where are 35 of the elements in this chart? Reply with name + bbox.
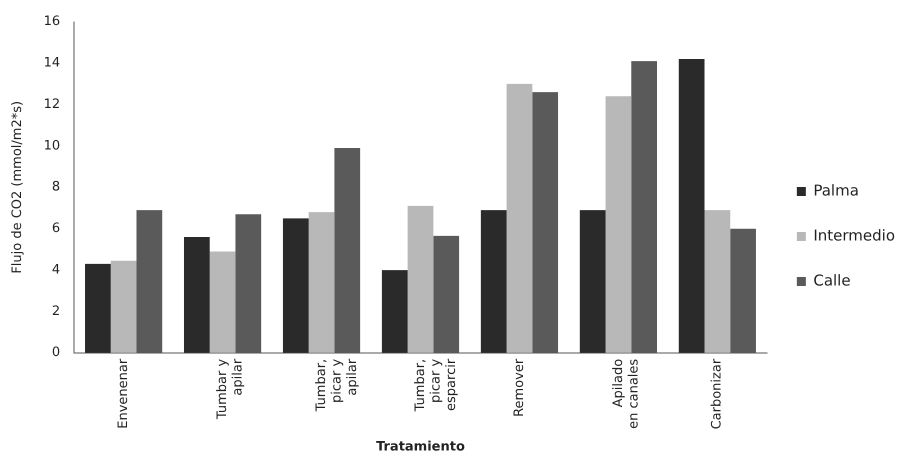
bar [480,210,507,353]
x-tick-label: Tumbar, picar y esparcir [412,358,460,412]
y-axis-title: Flujo de CO2 (mmol/m2*s) [10,100,26,274]
y-tick-label: 8 [52,180,60,195]
x-tick-label: Tumbar, picar y apilar [314,358,360,412]
y-tick-label: 0 [52,345,60,360]
y-tick-label: 6 [52,221,60,236]
bar [506,84,532,353]
bar [606,96,632,353]
bar [308,212,334,353]
legend-label: Palma [813,181,859,200]
bar [678,59,705,353]
bar [382,270,408,353]
x-tick-label: Envenenar [116,358,131,429]
y-tick-label: 4 [52,262,60,278]
bar [85,264,111,353]
x-axis-title: Tratamiento [376,440,465,455]
x-tick-label: Remover [512,358,527,417]
x-tick-label: Tumbar y apilar [214,358,246,420]
y-tick-label: 2 [52,304,60,319]
y-tick-label: 14 [44,56,60,71]
bar [110,260,136,353]
bar [580,210,606,353]
y-tick-label: 12 [44,96,60,112]
bar [282,218,309,353]
bar [704,210,730,353]
x-tick-label: Carbonizar [710,358,725,430]
bar [408,206,434,353]
x-tick-label: Apilado en canales [610,358,642,429]
bar [210,251,236,353]
legend-label: Intermedio [813,226,896,244]
bar [184,236,210,353]
legend-label: Calle [813,271,851,290]
y-tick-label: 16 [44,14,60,30]
y-tick-label: 10 [44,138,60,154]
